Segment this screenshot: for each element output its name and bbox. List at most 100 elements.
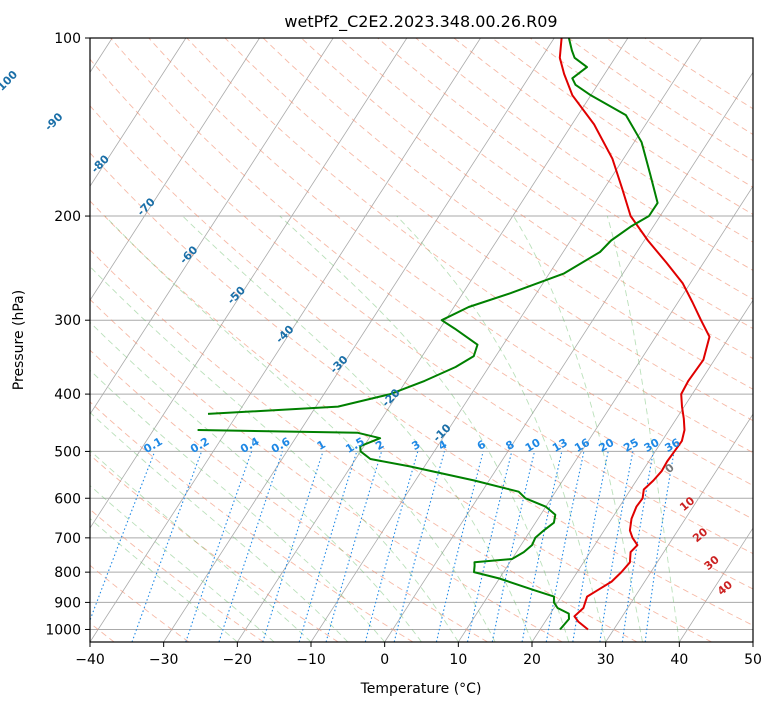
dewpoint-line [207, 38, 659, 415]
moist-adiabat-label: 20 [690, 525, 710, 545]
temperature-line [558, 38, 711, 631]
mixing-ratio-label: 0.1 [141, 435, 164, 456]
dry-adiabat-line [90, 349, 488, 642]
x-tick-label: 30 [597, 652, 615, 668]
moist-adiabat-line [90, 321, 422, 642]
mixing-ratio-label: 10 [523, 436, 543, 455]
mixing-ratio-label: 13 [550, 436, 570, 455]
isotherm-line [457, 185, 753, 642]
dry-adiabat-line [224, 38, 753, 422]
moist-adiabat-line [279, 215, 570, 642]
mixing-ratio-line [325, 451, 383, 642]
mixing-ratio-line [218, 451, 283, 642]
x-tick-label: 40 [670, 652, 688, 668]
mixing-ratio-label: 25 [621, 436, 641, 455]
mixing-ratio-label: 2 [373, 438, 386, 453]
mixing-ratio-label: 8 [503, 438, 516, 453]
x-tick-label: −10 [296, 652, 326, 668]
dry-adiabat-line [90, 454, 339, 642]
isotherm-line [163, 38, 555, 642]
mixing-ratio-line [393, 451, 445, 642]
mixing-ratio-line [185, 451, 253, 642]
moist-adiabat-line [182, 215, 533, 642]
dry-adiabat-line [90, 298, 563, 642]
dry-adiabat-line [90, 401, 414, 642]
mixing-ratio-label: 0.6 [269, 435, 293, 456]
moist-adiabat-line [90, 369, 386, 642]
mixing-ratio-line [364, 451, 419, 642]
y-tick-label: 800 [54, 565, 81, 581]
x-axis-ticks: −40 −30 −20 −10 0 10 20 30 40 50 [75, 642, 762, 668]
mixing-ratio-label: 36 [663, 436, 683, 455]
dry-adiabat-line [262, 38, 753, 390]
isotherm-label: -30 [327, 353, 350, 376]
mixing-ratio-line [435, 451, 484, 642]
isotherm-line [531, 299, 753, 642]
mixing-ratio-line [131, 451, 203, 642]
x-tick-label: 20 [523, 652, 541, 668]
y-tick-label: 600 [54, 491, 81, 507]
dry-adiabat-line [377, 38, 753, 300]
moist-adiabat-label: 30 [702, 553, 722, 573]
sounding-series [197, 38, 711, 631]
isotherm-line [90, 38, 187, 188]
dry-adiabat-line [148, 38, 753, 487]
dry-adiabat-line [339, 38, 753, 330]
moist-adiabat-line [90, 518, 238, 642]
y-tick-label: 300 [54, 313, 81, 329]
isotherm-line [236, 38, 629, 642]
isotherm-line [605, 413, 753, 642]
line-annotations: 0.1 0.2 0.4 0.6 1 1.5 2 3 4 6 8 10 13 16 20 25 30 36-100-… [0, 68, 735, 598]
x-tick-label: 0 [380, 652, 389, 668]
isotherm-line [90, 38, 481, 642]
isotherm-line [90, 38, 260, 301]
mixing-ratio-label: 6 [475, 438, 488, 453]
isotherm-line [90, 38, 408, 529]
dry-adiabat-line [90, 200, 712, 642]
mixing-ratio-line [644, 451, 675, 642]
mixing-ratio-line [262, 451, 324, 642]
y-tick-label: 900 [54, 595, 81, 611]
isotherm-line [678, 527, 753, 642]
isotherm-label: -100 [0, 68, 20, 97]
y-tick-label: 400 [54, 387, 81, 403]
mixing-ratio-line [621, 451, 654, 642]
moist-adiabat-label: 0 [663, 461, 677, 476]
moist-adiabat-line [90, 449, 312, 642]
x-tick-label: −30 [149, 652, 179, 668]
dry-adiabat-line [90, 105, 753, 590]
moist-adiabat-line [104, 215, 496, 642]
moist-adiabat-label: 10 [677, 494, 697, 514]
dry-adiabat-line [90, 249, 638, 642]
dry-adiabat-line [110, 38, 753, 520]
y-tick-label: 500 [54, 444, 81, 460]
isotherm-label: -90 [42, 110, 65, 133]
moist-adiabat-line [606, 215, 680, 642]
mixing-ratio-line [599, 451, 634, 642]
y-axis-ticks: 100 200 300 400 500 600 700 800 900 1000 [45, 31, 90, 638]
plot-frame [89, 37, 754, 643]
y-tick-label: 200 [54, 209, 81, 225]
dry-adiabat-line [90, 564, 190, 642]
y-tick-label: 1000 [45, 622, 81, 638]
mixing-ratio-label: 20 [597, 436, 617, 455]
y-tick-label: 700 [54, 531, 81, 547]
mixing-ratio-label: 30 [642, 436, 662, 455]
moist-adiabat-label: 40 [715, 578, 735, 598]
isotherm-label: -60 [177, 243, 200, 266]
isotherm-label: -10 [430, 421, 453, 444]
mixing-ratio-label: 3 [409, 438, 422, 453]
isotherm-line [90, 38, 334, 415]
isotherm-label: -40 [273, 322, 296, 345]
x-tick-label: 10 [449, 652, 467, 668]
y-axis-label: Pressure (hPa) [11, 290, 27, 390]
moist-adiabat-line [90, 411, 349, 642]
mixing-ratio-label: 16 [572, 436, 592, 455]
background-lines [90, 38, 753, 642]
x-tick-label: 50 [744, 652, 762, 668]
x-axis-label: Temperature (°C) [360, 681, 482, 697]
isotherm-line [752, 641, 753, 642]
mixing-ratio-label: 0.2 [188, 435, 211, 456]
mixing-ratio-line [298, 451, 358, 642]
